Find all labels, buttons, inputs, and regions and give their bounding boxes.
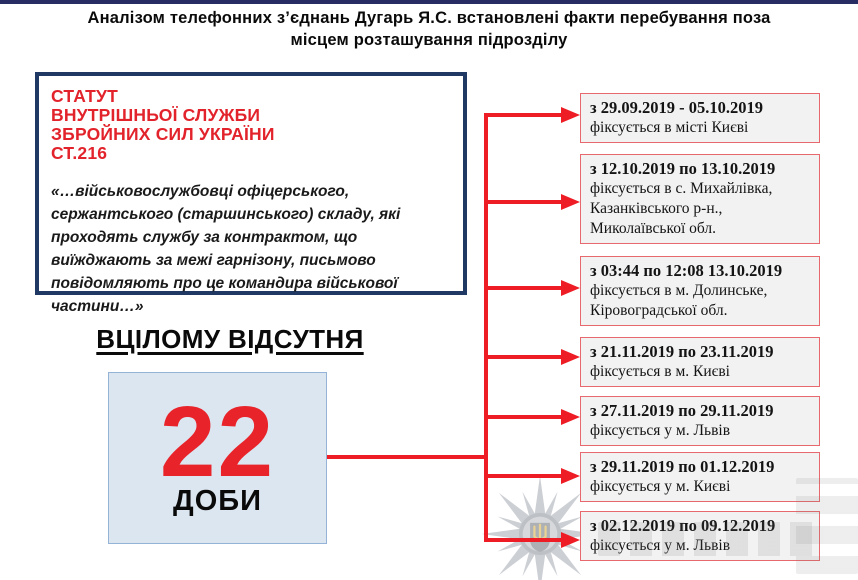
event-box: з 27.11.2019 по 29.11.2019 фіксується у … [580, 396, 820, 446]
connector-branch-line [486, 415, 564, 419]
statute-box: СТАТУТ ВНУТРІШНЬОЇ СЛУЖБИ ЗБРОЙНИХ СИЛ У… [35, 72, 467, 315]
connector-branch-line [486, 538, 564, 542]
event-location: фіксується в с. Михайлівка, Казанківсько… [590, 180, 773, 237]
event-period: з 03:44 по 12:08 13.10.2019 [590, 261, 783, 280]
arrowhead-icon [561, 349, 580, 365]
event-box: з 29.09.2019 - 05.10.2019 фіксується в м… [580, 93, 820, 143]
event-period: з 29.09.2019 - 05.10.2019 [590, 98, 764, 117]
statute-quote: «…військовослужбовці офіцерського, сержа… [51, 183, 401, 315]
event-box: з 29.11.2019 по 01.12.2019 фіксується у … [580, 452, 820, 502]
statute-heading-line: ЗБРОЙНИХ СИЛ УКРАЇНИ [51, 124, 275, 144]
event-period: з 12.10.2019 по 13.10.2019 [590, 159, 776, 178]
event-location: фіксується в м. Долинське, Кіровоградськ… [590, 282, 768, 319]
event-box: з 21.11.2019 по 23.11.2019 фіксується в … [580, 337, 820, 387]
page-title-line1: Аналізом телефонних з’єднань Дугарь Я.С.… [87, 9, 771, 27]
summary-heading: ВЦІЛОМУ ВІДСУТНЯ [96, 324, 364, 354]
connector-branch-line [486, 286, 564, 290]
connector-feed-line [327, 455, 484, 459]
absence-count-box: 22 ДОБИ [108, 372, 327, 544]
event-location: фіксується у м. Львів [590, 422, 731, 439]
statute-heading-line: СТ.216 [51, 143, 108, 163]
event-location: фіксується у м. Києві [590, 478, 731, 495]
page-title-line2: місцем розташування підрозділу [290, 30, 568, 49]
arrowhead-icon [561, 468, 580, 484]
statute-heading-line: ВНУТРІШНЬОЇ СЛУЖБИ [51, 105, 261, 125]
arrowhead-icon [561, 107, 580, 123]
watermark-text-blocks [796, 478, 858, 574]
connector-branch-line [486, 474, 564, 478]
event-location: фіксується в м. Києві [590, 363, 730, 380]
top-divider [0, 0, 858, 4]
arrowhead-icon [561, 194, 580, 210]
event-period: з 27.11.2019 по 29.11.2019 [590, 401, 774, 420]
event-box: з 03:44 по 12:08 13.10.2019 фіксується в… [580, 256, 820, 326]
connector-trunk-line [484, 113, 488, 542]
event-box: з 12.10.2019 по 13.10.2019 фіксується в … [580, 154, 820, 244]
connector-branch-line [486, 113, 564, 117]
event-period: з 29.11.2019 по 01.12.2019 [590, 457, 775, 476]
event-period: з 21.11.2019 по 23.11.2019 [590, 342, 774, 361]
event-location: фіксується в місті Києві [590, 119, 749, 136]
connector-branch-line [486, 355, 564, 359]
connector-branch-line [486, 200, 564, 204]
arrowhead-icon [561, 280, 580, 296]
absence-unit: ДОБИ [173, 485, 262, 517]
statute-heading: СТАТУТ ВНУТРІШНЬОЇ СЛУЖБИ ЗБРОЙНИХ СИЛ У… [51, 87, 451, 163]
arrowhead-icon [561, 409, 580, 425]
page-title: Аналізом телефонних з’єднань Дугарь Я.С.… [0, 8, 858, 51]
statute-heading-line: СТАТУТ [51, 86, 119, 106]
absence-count: 22 [159, 386, 276, 498]
event-location: фіксується у м. Львів [590, 536, 811, 556]
event-box: з 02.12.2019 по 09.12.2019 фіксується у … [580, 511, 820, 561]
watermark-text-blocks [598, 522, 818, 556]
arrowhead-icon [561, 532, 580, 548]
event-period: з 02.12.2019 по 09.12.2019 [590, 516, 775, 535]
